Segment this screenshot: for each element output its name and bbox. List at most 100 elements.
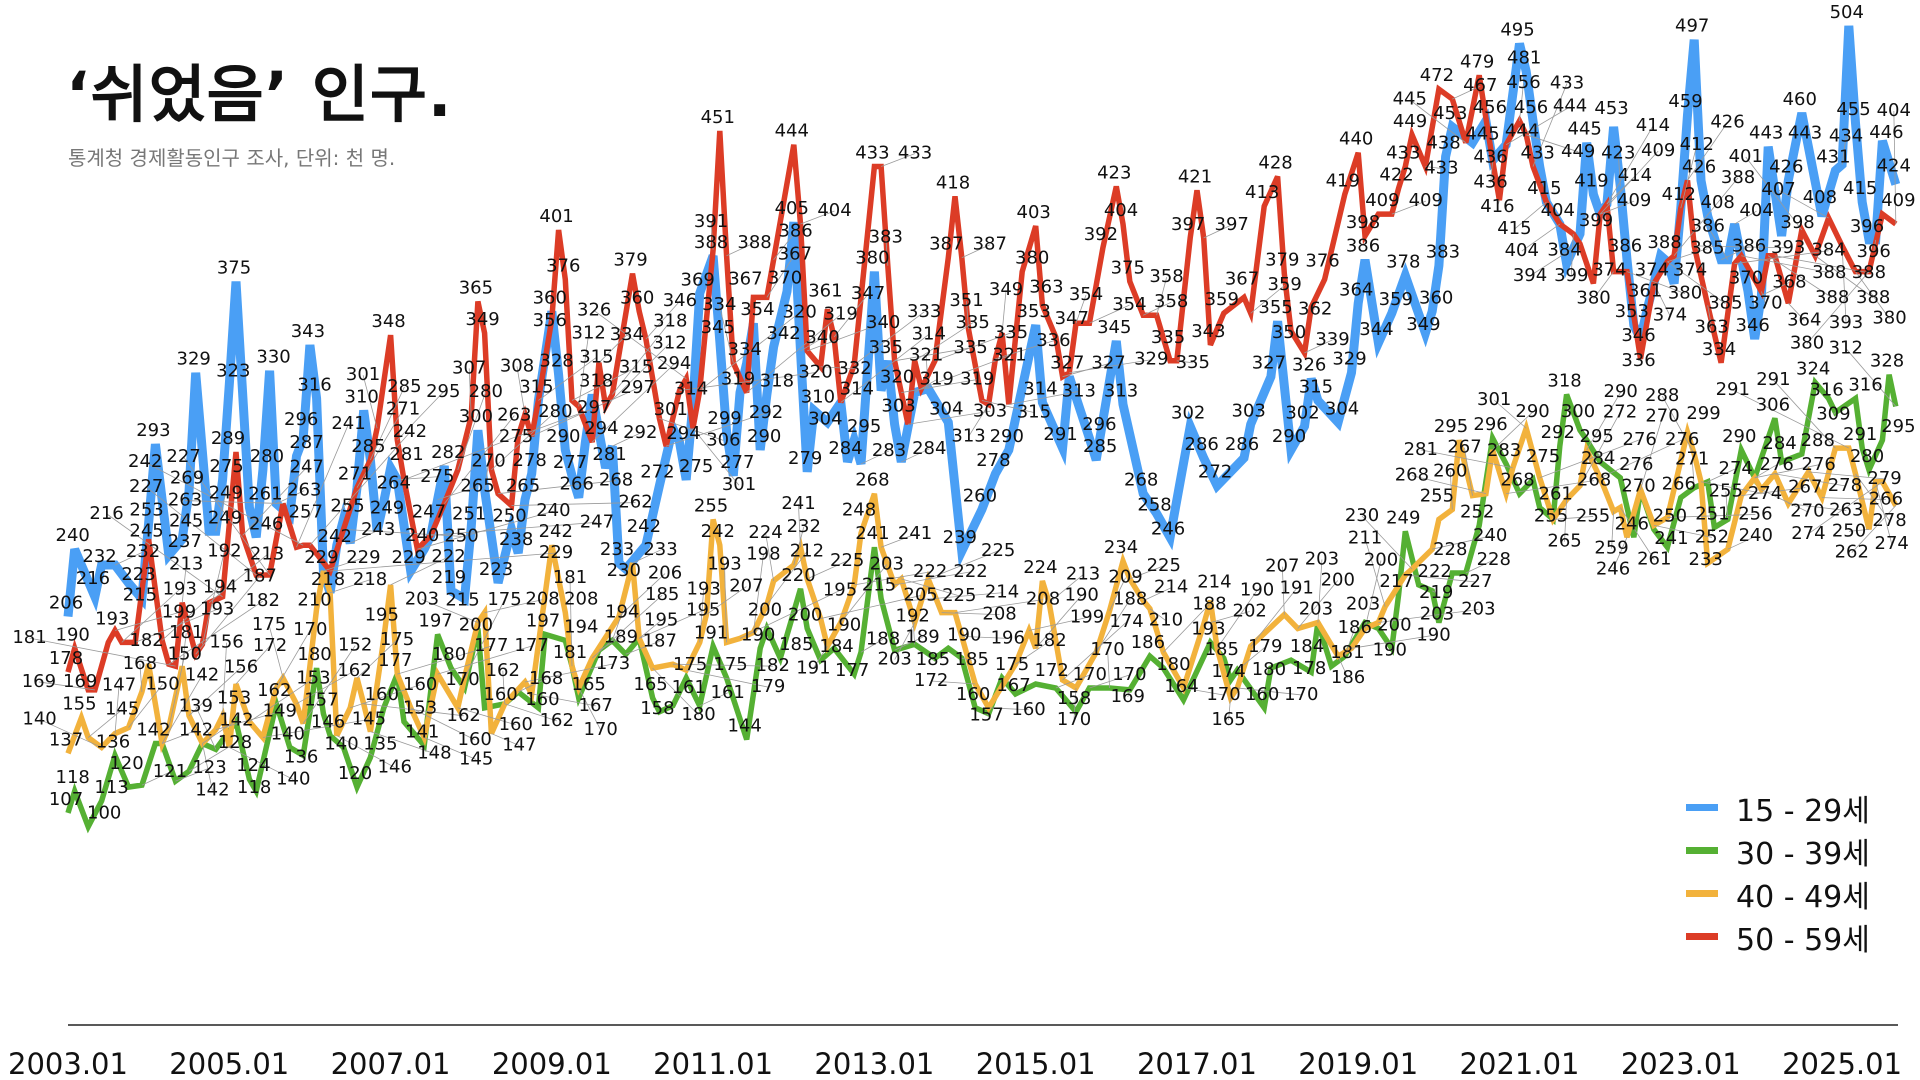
label-leader-line: [1788, 503, 1847, 511]
data-label: 497: [1675, 16, 1709, 37]
data-label: 318: [653, 311, 687, 332]
label-leader-line: [114, 612, 180, 631]
label-leader-line: [417, 510, 554, 550]
data-label: 443: [1788, 123, 1822, 144]
label-leader-line: [645, 300, 681, 340]
data-label: 191: [694, 622, 728, 643]
data-label: 193: [707, 553, 741, 574]
data-label: 153: [403, 698, 437, 719]
data-label: 423: [1601, 142, 1635, 163]
data-label: 173: [596, 653, 630, 674]
data-label: 268: [1395, 465, 1429, 486]
label-leader-line: [639, 610, 704, 639]
data-label: 359: [1268, 274, 1302, 295]
data-label: 367: [728, 268, 762, 289]
data-label: 248: [842, 499, 876, 520]
data-label: 277: [553, 452, 587, 473]
data-label: 392: [1084, 224, 1118, 245]
data-label: 383: [1426, 242, 1460, 263]
data-label: 290: [747, 426, 781, 447]
data-label: 152: [338, 635, 372, 656]
data-label: 374: [1673, 260, 1707, 281]
legend-label: 50 - 59세: [1736, 922, 1870, 958]
label-leader-line: [1490, 160, 1494, 183]
label-leader-line: [1741, 255, 1830, 274]
data-label: 263: [287, 480, 321, 501]
data-label: 387: [929, 234, 963, 255]
label-leader-line: [659, 417, 724, 441]
data-label: 241: [898, 523, 932, 544]
data-label: 265: [506, 476, 540, 497]
data-label: 230: [607, 560, 641, 581]
label-leader-line: [549, 318, 553, 322]
data-label: 278: [1872, 510, 1906, 531]
data-label: 124: [236, 755, 270, 776]
data-label: 172: [253, 635, 287, 656]
data-label: 170: [584, 719, 618, 740]
data-label: 294: [584, 418, 618, 439]
data-label: 455: [1836, 99, 1870, 120]
label-leader-line: [773, 231, 796, 260]
data-label: 211: [1348, 528, 1382, 549]
data-label: 175: [487, 589, 521, 610]
data-label: 306: [706, 429, 740, 450]
data-label: 158: [1057, 688, 1091, 709]
data-label: 274: [1791, 523, 1825, 544]
data-label: 232: [126, 541, 160, 562]
data-label: 444: [775, 121, 809, 142]
data-label: 182: [756, 655, 790, 676]
data-label: 409: [1409, 190, 1443, 211]
label-leader-line: [1250, 284, 1285, 314]
x-axis-ticks: 2003.01 2005.01 2007.01 2009.01 2011.01 2013.…: [8, 1047, 1902, 1080]
data-label: 170: [1206, 684, 1240, 705]
data-label: 440: [1339, 129, 1373, 150]
label-leader-line: [807, 560, 848, 580]
data-label: 165: [633, 674, 667, 695]
data-label: 404: [1541, 200, 1575, 221]
data-label: 195: [644, 609, 678, 630]
data-label: 245: [129, 520, 163, 541]
data-label: 200: [748, 600, 782, 621]
label-leader-line: [665, 412, 767, 447]
data-label: 290: [1604, 381, 1638, 402]
data-label: 335: [956, 312, 990, 333]
data-label: 297: [577, 397, 611, 418]
label-leader-line: [183, 456, 270, 576]
data-label: 495: [1500, 20, 1534, 41]
label-leader-line: [202, 551, 225, 645]
label-leader-line: [1707, 305, 1713, 328]
label-leader-line: [598, 334, 628, 364]
data-label: 218: [353, 569, 387, 590]
data-label: 315: [1299, 377, 1333, 398]
label-leader-line: [591, 594, 663, 659]
data-label: 336: [1036, 330, 1070, 351]
data-label: 186: [1338, 617, 1372, 638]
data-label: 319: [824, 304, 858, 325]
data-label: 291: [1716, 379, 1750, 400]
label-leader-line: [1250, 588, 1298, 647]
label-leader-line: [840, 334, 930, 403]
data-label: 222: [953, 561, 987, 582]
data-label: 312: [572, 322, 606, 343]
label-leader-lines: [29, 82, 1897, 791]
data-label: 290: [1272, 426, 1306, 447]
legend-swatch: [1686, 804, 1718, 811]
label-leader-line: [268, 624, 284, 679]
data-label: 213: [169, 554, 203, 575]
label-leader-line: [202, 743, 213, 791]
label-leader-line: [1875, 481, 1893, 544]
data-label: 195: [686, 599, 720, 620]
data-label: 359: [1379, 289, 1413, 310]
label-leader-line: [141, 771, 171, 786]
label-leader-line: [611, 612, 623, 641]
data-label: 344: [1359, 319, 1393, 340]
label-leader-line: [1048, 574, 1084, 604]
label-leader-line: [860, 638, 884, 653]
data-label: 219: [432, 567, 466, 588]
label-leader-line: [1288, 330, 1292, 334]
data-label: 255: [1534, 505, 1568, 526]
data-label: 359: [1205, 289, 1239, 310]
data-label: 409: [1617, 190, 1651, 211]
data-label: 394: [1513, 265, 1547, 286]
data-label: 329: [1332, 349, 1366, 370]
